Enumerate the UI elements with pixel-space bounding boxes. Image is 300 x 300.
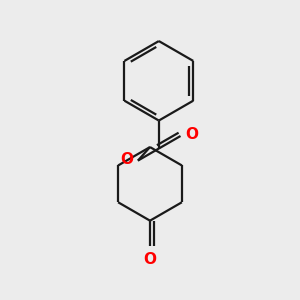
Text: O: O bbox=[185, 127, 198, 142]
Text: O: O bbox=[121, 152, 134, 166]
Text: O: O bbox=[143, 252, 157, 267]
